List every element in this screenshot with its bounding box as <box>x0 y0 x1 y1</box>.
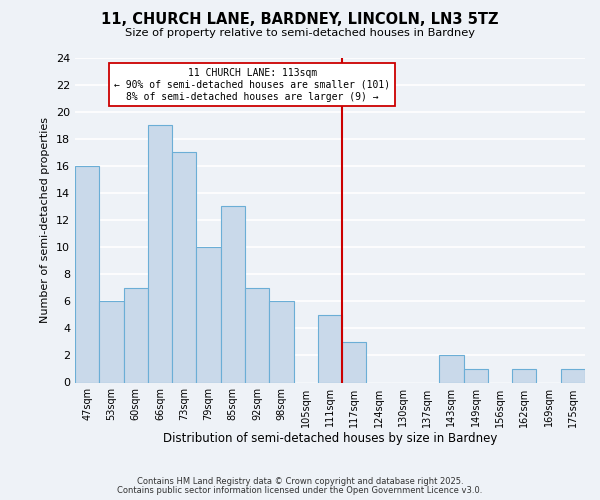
Bar <box>75 166 99 382</box>
Bar <box>439 356 464 382</box>
Bar <box>269 301 293 382</box>
Y-axis label: Number of semi-detached properties: Number of semi-detached properties <box>40 117 50 323</box>
Text: Contains public sector information licensed under the Open Government Licence v3: Contains public sector information licen… <box>118 486 482 495</box>
Bar <box>221 206 245 382</box>
X-axis label: Distribution of semi-detached houses by size in Bardney: Distribution of semi-detached houses by … <box>163 432 497 446</box>
Bar <box>172 152 196 382</box>
Bar <box>99 301 124 382</box>
Text: Contains HM Land Registry data © Crown copyright and database right 2025.: Contains HM Land Registry data © Crown c… <box>137 477 463 486</box>
Text: 11 CHURCH LANE: 113sqm
← 90% of semi-detached houses are smaller (101)
8% of sem: 11 CHURCH LANE: 113sqm ← 90% of semi-det… <box>114 68 391 102</box>
Text: 11, CHURCH LANE, BARDNEY, LINCOLN, LN3 5TZ: 11, CHURCH LANE, BARDNEY, LINCOLN, LN3 5… <box>101 12 499 28</box>
Bar <box>512 369 536 382</box>
Bar <box>561 369 585 382</box>
Bar <box>245 288 269 382</box>
Text: Size of property relative to semi-detached houses in Bardney: Size of property relative to semi-detach… <box>125 28 475 38</box>
Bar <box>124 288 148 382</box>
Bar <box>342 342 367 382</box>
Bar <box>318 315 342 382</box>
Bar <box>196 247 221 382</box>
Bar <box>148 125 172 382</box>
Bar <box>464 369 488 382</box>
